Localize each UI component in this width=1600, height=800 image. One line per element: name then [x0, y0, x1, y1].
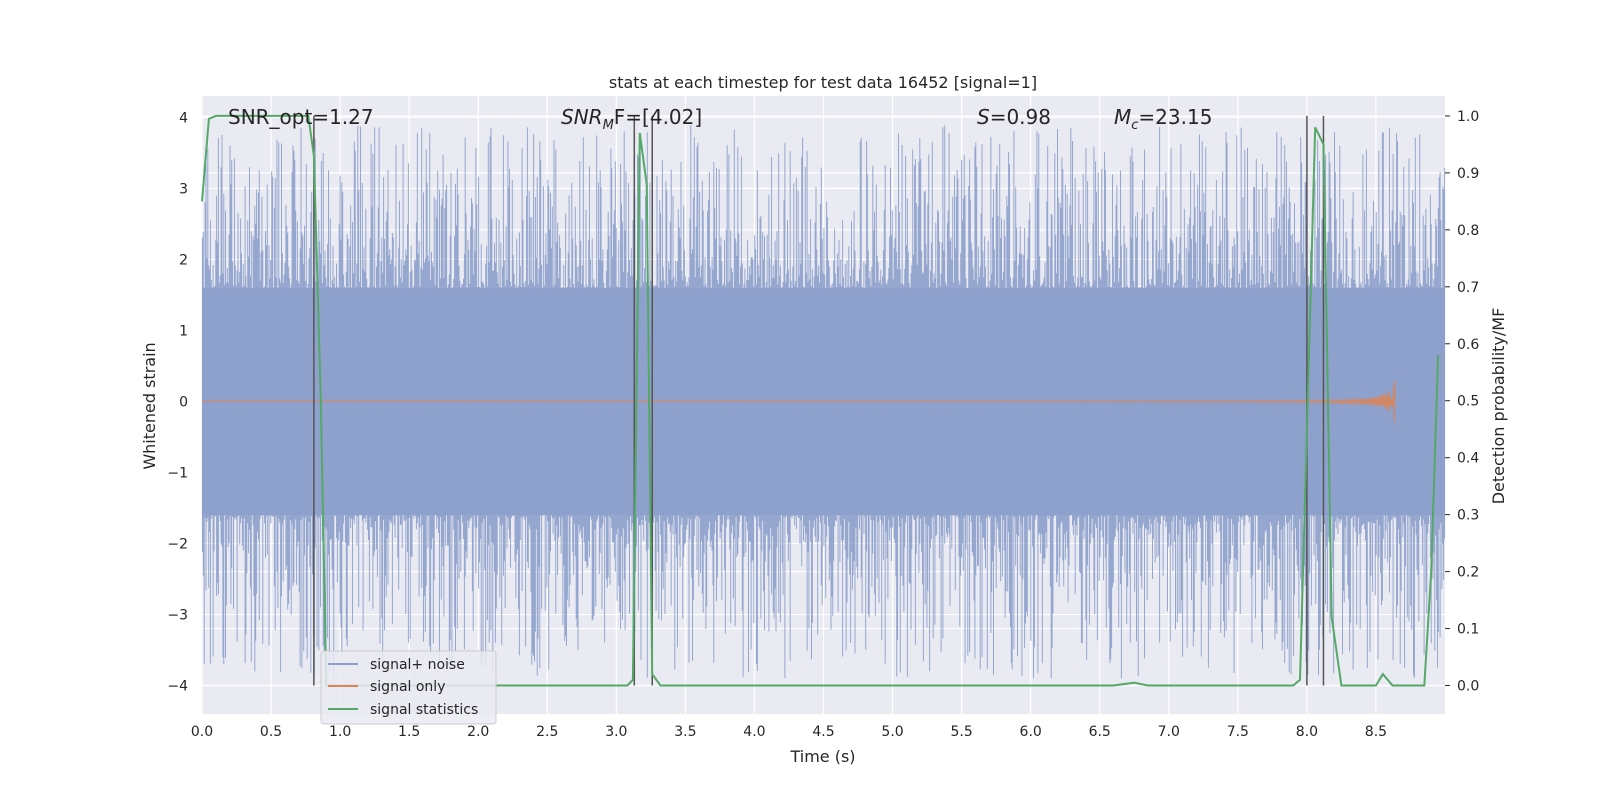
y-left-tick-label: 3: [179, 181, 188, 197]
y-right-tick-label: 1.0: [1457, 109, 1479, 125]
y-right-tick-label: 0.5: [1457, 394, 1479, 410]
x-tick-label: 1.5: [398, 724, 420, 740]
y-left-tick-label: −4: [167, 679, 188, 695]
x-tick-label: 4.0: [743, 724, 765, 740]
y-right-tick-label: 0.2: [1457, 565, 1479, 581]
annotation-snr-mf-value: F=[4.02]: [614, 105, 702, 129]
y-left-axis-label: Whitened strain: [140, 342, 159, 469]
series-signal-statistics: [201, 114, 1440, 687]
x-tick-label: 5.0: [881, 724, 903, 740]
x-tick-label: 6.0: [1020, 724, 1042, 740]
annotation-mc-value: =23.15: [1138, 105, 1212, 129]
legend-label-signal-noise: signal+ noise: [370, 657, 465, 673]
x-tick-label: 7.5: [1227, 724, 1249, 740]
y-left-tick-label: −3: [167, 608, 188, 624]
legend-box: [320, 650, 497, 725]
annotation-mc-symbol: M: [1114, 105, 1131, 129]
annotation-s-value: =0.98: [990, 105, 1051, 129]
y-right-tick-label: 0.8: [1457, 223, 1479, 239]
x-tick-label: 7.0: [1158, 724, 1180, 740]
x-tick-label: 5.5: [950, 724, 972, 740]
x-tick-label: 8.0: [1296, 724, 1318, 740]
annotation-snr-mf: SNRMF=[4.02]: [561, 105, 702, 133]
chart-title: stats at each timestep for test data 164…: [609, 73, 1037, 92]
series-signal-only: [202, 380, 1397, 423]
signal-only-trace: [202, 380, 1397, 423]
x-tick-label: 3.0: [605, 724, 627, 740]
y-right-axis-label: Detection probability/MF: [1489, 308, 1508, 505]
x-axis-ticks: 0.0 0.5 1.0 1.5 2.0 2.5 3.0 3.5 4.0 4.5 5.0 5.5 6.0 6…: [191, 724, 1387, 740]
annotation-mc: Mc=23.15: [1114, 105, 1212, 133]
x-tick-label: 2.5: [536, 724, 558, 740]
x-tick-label: 1.0: [329, 724, 351, 740]
y-left-tick-label: 2: [179, 252, 188, 268]
y-left-tick-label: 1: [179, 323, 188, 339]
y-left-tick-label: 4: [179, 110, 188, 126]
x-tick-label: 2.0: [467, 724, 489, 740]
annotation-s: S=0.98: [977, 105, 1051, 129]
y-right-tick-label: 0.3: [1457, 508, 1479, 524]
x-tick-label: 0.5: [260, 724, 282, 740]
signal-statistics-line: [201, 114, 1440, 687]
annotation-snr-mf-subscript: M: [603, 118, 614, 133]
y-right-tick-label: 0.9: [1457, 166, 1479, 182]
legend-label-signal-statistics: signal statistics: [370, 702, 478, 718]
x-tick-label: 8.5: [1365, 724, 1387, 740]
y-left-tick-label: −2: [167, 537, 188, 553]
annotation-mc-subscript: c: [1131, 118, 1138, 133]
y-right-axis-ticks: 1.0 0.9 0.8 0.7 0.6 0.5 0.4 0.3 0.2 0.1 0.0: [1445, 109, 1479, 695]
annotation-s-symbol: S: [977, 105, 990, 129]
annotation-snr-opt: SNR_opt=1.27: [228, 105, 374, 129]
annotation-snr-mf-symbol: SNR: [561, 105, 603, 129]
y-left-axis-ticks: 4 3 2 1 0 −1 −2 −3 −4: [167, 110, 188, 694]
y-right-tick-label: 0.0: [1457, 679, 1479, 695]
x-tick-label: 0.0: [191, 724, 213, 740]
legend: signal+ noise signal only signal statist…: [320, 650, 497, 725]
x-tick-label: 6.5: [1089, 724, 1111, 740]
x-tick-label: 4.5: [812, 724, 834, 740]
x-tick-label: 3.5: [674, 724, 696, 740]
y-left-tick-label: −1: [167, 465, 188, 481]
y-right-tick-label: 0.4: [1457, 451, 1479, 467]
x-axis-label: Time (s): [789, 747, 855, 766]
y-right-tick-label: 0.1: [1457, 622, 1479, 638]
legend-label-signal-only: signal only: [370, 679, 445, 695]
y-right-tick-label: 0.7: [1457, 280, 1479, 296]
y-left-tick-label: 0: [179, 394, 188, 410]
y-right-tick-label: 0.6: [1457, 337, 1479, 353]
